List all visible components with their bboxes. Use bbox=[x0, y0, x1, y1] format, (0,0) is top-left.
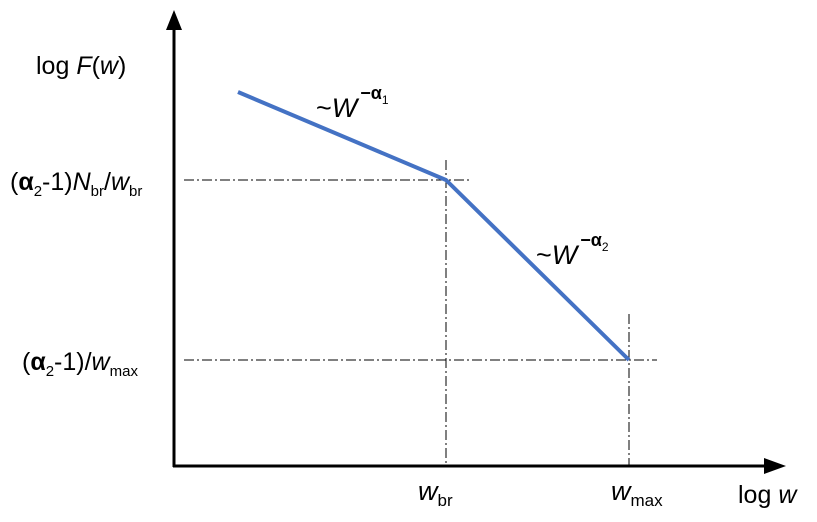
y-tick-max-label: (α2-1)/wmax bbox=[22, 348, 138, 380]
y-tick-break-label: (α2-1)Nbr/wbr bbox=[10, 168, 142, 200]
broken-power-law-curve bbox=[237, 90, 631, 362]
x-axis-arrowhead bbox=[764, 458, 786, 474]
slope2-annotation: ~W −α2 bbox=[536, 230, 609, 270]
y-axis-title: log F(w) bbox=[36, 52, 126, 80]
y-axis-arrowhead bbox=[166, 10, 182, 30]
slope1-annotation: ~W −α1 bbox=[316, 83, 389, 123]
x-axis-title: log w bbox=[738, 481, 798, 509]
x-tick-break-label: wbr bbox=[418, 476, 453, 510]
x-tick-max-label: wmax bbox=[611, 476, 663, 510]
